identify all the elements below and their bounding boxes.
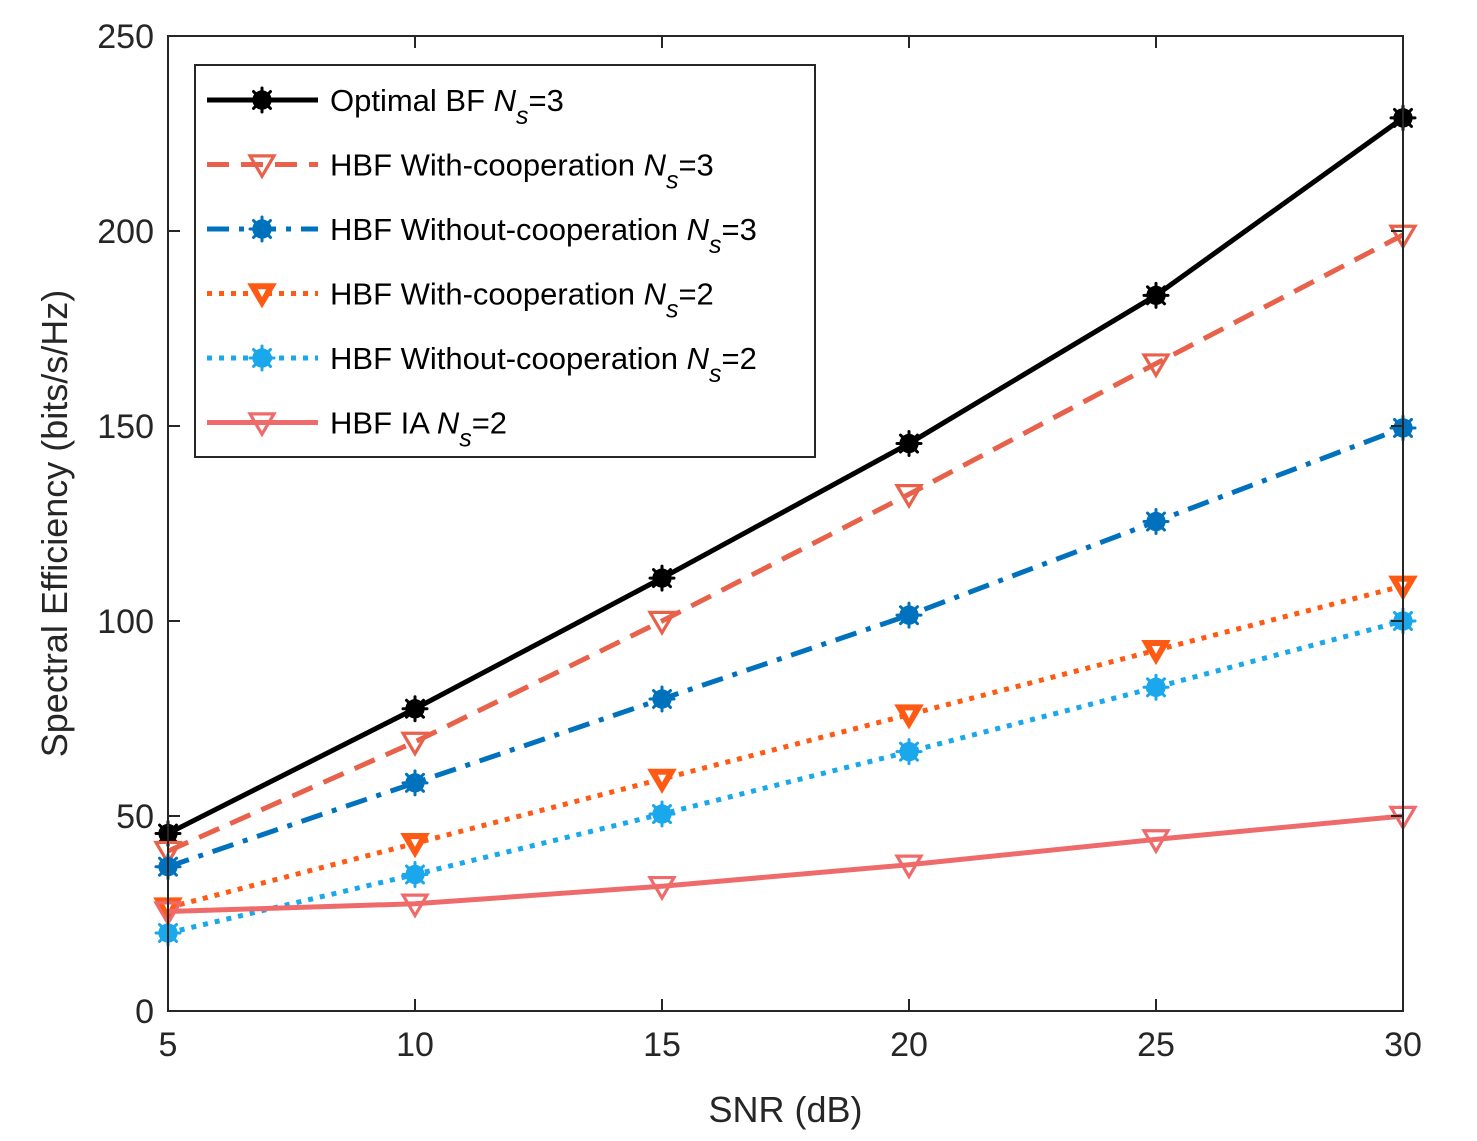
y-tick-label: 50 (116, 798, 154, 836)
legend-ns-subscript: s (516, 102, 529, 130)
legend-ns-symbol: N (644, 148, 667, 183)
legend-entry-6: HBF IA Ns=2 (207, 406, 507, 453)
axes-layer: 5 10 15 20 25 30 0 50 100 150 200 250 (97, 18, 1422, 1064)
legend-series-name: HBF Without-cooperation (330, 341, 687, 376)
x-axis-title: SNR (dB) (708, 1089, 862, 1130)
series-1-point (648, 564, 676, 592)
series-5-point (1142, 673, 1170, 701)
series-3-point (648, 685, 676, 713)
legend-entry-4: HBF With-cooperation Ns=2 (207, 277, 714, 324)
series-4-line (167, 583, 1404, 911)
legend-entry-3: HBF Without-cooperation Ns=3 (207, 212, 757, 259)
legend-marker (247, 283, 277, 309)
x-tick-label: 20 (890, 1026, 928, 1064)
y-axis-title: Spectral Efficiency (bits/s/Hz) (34, 290, 75, 757)
series-5-point (648, 800, 676, 828)
legend-ns-value: =2 (472, 406, 507, 441)
series-2-point (647, 610, 677, 636)
series-2-line (166, 232, 1405, 854)
x-tick-label: 25 (1137, 1026, 1175, 1064)
y-tick-label: 150 (97, 408, 154, 446)
legend-ns-symbol: N (687, 212, 710, 247)
series-6-line (167, 813, 1404, 915)
y-tick-label: 0 (135, 993, 154, 1031)
legend-marker (247, 412, 277, 438)
series-5-point (401, 861, 429, 888)
series-4-point (1141, 640, 1171, 666)
legend-marker (248, 215, 276, 243)
legend-ns-subscript: s (666, 167, 679, 195)
series-4-point (894, 704, 924, 730)
legend-ns-value: =3 (678, 148, 713, 183)
series-4-point (647, 768, 677, 794)
legend-ns-symbol: N (437, 406, 460, 441)
y-tick-label: 200 (97, 213, 154, 251)
series-1-point (1142, 281, 1170, 309)
x-tick-label: 30 (1384, 1026, 1422, 1064)
legend-marker (248, 344, 276, 372)
series-3 (154, 414, 1417, 881)
axes-box (167, 35, 1404, 1012)
series-3-point (895, 601, 923, 629)
legend-label: HBF With-cooperation Ns=3 (330, 148, 714, 195)
x-tick-label: 10 (396, 1026, 434, 1064)
series-3-line (167, 425, 1404, 870)
legend-ns-subscript: s (709, 231, 722, 259)
series-2-point (894, 484, 924, 510)
series-6-point (894, 854, 924, 880)
series-2-point (1141, 353, 1171, 379)
legend-entry-5: HBF Without-cooperation Ns=2 (207, 341, 757, 388)
legend-entry-1: Optimal BF Ns=3 (207, 83, 564, 130)
legend-label: HBF IA Ns=2 (330, 406, 507, 453)
legend-box (194, 64, 816, 458)
x-tick-label: 5 (159, 1026, 178, 1064)
legend-series-name: HBF IA (330, 406, 437, 441)
legend-series-name: HBF With-cooperation (330, 148, 644, 183)
legend-marker (247, 154, 277, 180)
legend-series-name: HBF Without-cooperation (330, 212, 687, 247)
legend-ns-symbol: N (494, 83, 517, 118)
x-tick-label: 15 (643, 1026, 681, 1064)
legend-label: HBF Without-cooperation Ns=3 (330, 212, 757, 259)
legend-ns-value: =2 (678, 277, 713, 312)
legend-marker (248, 86, 276, 114)
series-3-point (401, 769, 429, 797)
series-1-point (895, 430, 923, 458)
series-2-point (400, 731, 430, 757)
legend-ns-subscript: s (709, 360, 722, 388)
legend-ns-symbol: N (687, 341, 710, 376)
series-6-point (1141, 829, 1171, 855)
series-5-line (167, 618, 1404, 936)
legend-entry-2: HBF With-cooperation Ns=3 (207, 148, 714, 195)
legend-ns-subscript: s (666, 296, 679, 324)
legend-ns-subscript: s (459, 425, 472, 453)
legend-ns-symbol: N (644, 277, 667, 312)
series-6-point (400, 893, 430, 919)
legend-label: Optimal BF Ns=3 (330, 83, 564, 130)
series-1-line (166, 115, 1405, 836)
series-3-point (1142, 508, 1170, 536)
legend-series-name: Optimal BF (330, 83, 494, 118)
legend-ns-value: =2 (722, 341, 757, 376)
legend-ns-value: =3 (722, 212, 757, 247)
legend-label: HBF Without-cooperation Ns=2 (330, 341, 757, 388)
y-tick-label: 250 (97, 18, 154, 56)
series-2 (153, 224, 1418, 867)
series-6-point (647, 875, 677, 902)
series-4-point (400, 833, 430, 859)
legend-label: HBF With-cooperation Ns=2 (330, 277, 714, 324)
legend-series-name: HBF With-cooperation (330, 277, 644, 312)
series-1-point (401, 695, 429, 723)
series-4 (153, 575, 1418, 923)
legend-ns-value: =3 (529, 83, 564, 118)
series-5-point (895, 738, 923, 766)
y-tick-label: 100 (97, 603, 154, 641)
